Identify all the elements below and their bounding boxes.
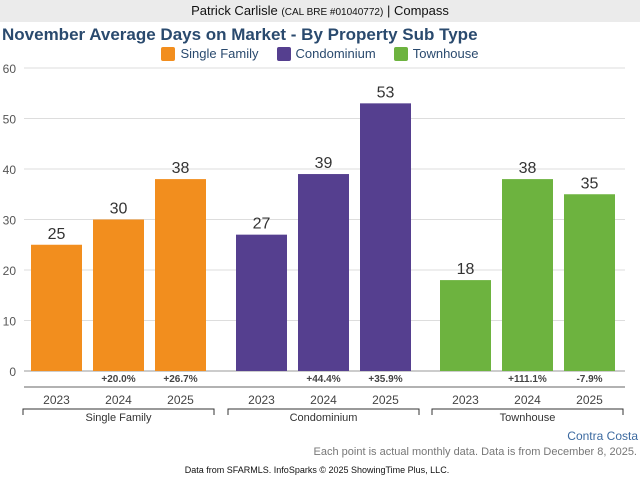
data-label: 53	[377, 84, 395, 101]
change-label: +35.9%	[368, 374, 402, 385]
legend-label: Single Family	[180, 46, 259, 61]
chart-title: November Average Days on Market - By Pro…	[2, 25, 478, 44]
legend: Single Family Condominium Townhouse	[0, 46, 640, 61]
y-tick-label: 60	[3, 62, 17, 76]
data-label: 18	[457, 261, 475, 278]
legend-condominium[interactable]: Condominium	[276, 46, 376, 61]
change-label: +111.1%	[508, 374, 547, 385]
data-label: 38	[172, 160, 190, 177]
y-tick-label: 30	[3, 214, 17, 228]
region-link[interactable]: Contra Costa	[567, 429, 638, 443]
bar[interactable]	[31, 244, 82, 371]
bar[interactable]	[155, 179, 206, 371]
bar[interactable]	[298, 174, 349, 371]
y-tick-label: 20	[3, 264, 17, 278]
group-label: Condominium	[290, 412, 358, 424]
y-tick-label: 40	[3, 163, 17, 177]
y-tick-label: 50	[3, 113, 17, 127]
x-tick-label: 2024	[310, 393, 337, 407]
x-tick-label: 2025	[167, 393, 194, 407]
bar[interactable]	[440, 280, 491, 371]
license: (CAL BRE #01040772)	[281, 7, 384, 18]
bar[interactable]	[236, 234, 287, 371]
separator: |	[386, 3, 391, 18]
change-label: +20.0%	[101, 374, 135, 385]
change-label: -7.9%	[576, 374, 602, 385]
legend-single-family[interactable]: Single Family	[161, 46, 259, 61]
legend-townhouse[interactable]: Townhouse	[393, 46, 479, 61]
x-tick-label: 2023	[248, 393, 275, 407]
legend-label: Condominium	[295, 46, 376, 61]
legend-label: Townhouse	[412, 46, 479, 61]
data-label: 38	[519, 160, 537, 177]
x-tick-label: 2023	[43, 393, 70, 407]
group-bracket	[22, 408, 215, 415]
group-bracket	[431, 408, 624, 415]
data-label: 30	[110, 201, 128, 218]
group-bracket	[227, 408, 420, 415]
legend-swatch	[393, 46, 408, 61]
change-label: +26.7%	[163, 374, 197, 385]
group-label: Townhouse	[500, 412, 556, 424]
y-tick-label: 10	[3, 315, 17, 329]
agent-name: Patrick Carlisle	[191, 3, 278, 18]
source-note: Data from SFARMLS. InfoSparks © 2025 Sho…	[185, 465, 449, 475]
company: Compass	[393, 3, 449, 18]
change-label: +44.4%	[306, 374, 340, 385]
x-tick-label: 2025	[576, 393, 603, 407]
data-label: 39	[315, 155, 333, 172]
agent-header: Patrick Carlisle (CAL BRE #01040772) | C…	[0, 0, 640, 22]
bar[interactable]	[93, 219, 144, 372]
x-tick-label: 2025	[372, 393, 399, 407]
x-tick-label: 2023	[452, 393, 479, 407]
bar[interactable]	[360, 103, 411, 371]
data-label: 35	[581, 175, 599, 192]
data-label: 27	[253, 216, 271, 233]
bar[interactable]	[564, 194, 615, 371]
y-tick-label: 0	[9, 365, 16, 379]
bar[interactable]	[502, 179, 553, 371]
data-label: 25	[48, 226, 66, 243]
data-note: Each point is actual monthly data. Data …	[314, 446, 637, 458]
legend-swatch	[161, 46, 176, 61]
legend-swatch	[276, 46, 291, 61]
group-label: Single Family	[85, 412, 152, 424]
x-tick-label: 2024	[105, 393, 132, 407]
x-tick-label: 2024	[514, 393, 541, 407]
